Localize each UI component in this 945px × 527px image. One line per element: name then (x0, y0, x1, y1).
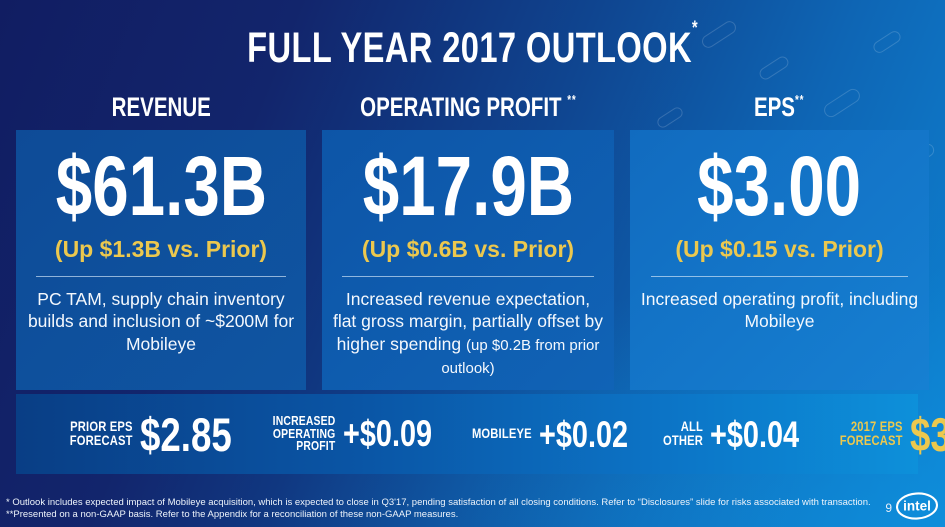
eps-bridge-item-mobileye: MOBILEYE +$0.02 (457, 416, 653, 453)
prior-eps-forecast-label: PRIOR EPS FORECAST (69, 418, 133, 448)
eps-bridge-item-prior-forecast: PRIOR EPS FORECAST $2.85 (54, 411, 257, 458)
intel-logo: intel (895, 492, 939, 520)
eps-bridge-bar: PRIOR EPS FORECAST $2.85 INCREASED OPERA… (16, 394, 945, 474)
page-title-text: FULL YEAR 2017 OUTLOOK (247, 24, 692, 72)
mobileye-value: +$0.02 (538, 413, 628, 455)
page-number: 9 (885, 501, 892, 515)
eps-value: $3.00 (697, 139, 862, 233)
all-other-label: ALL OTHER (662, 418, 703, 448)
divider (650, 275, 909, 277)
eps-description: Increased operating profit, including Mo… (640, 288, 919, 332)
column-headers: REVENUE OPERATING PROFIT ** EPS** (16, 92, 929, 123)
increased-operating-profit-label: INCREASED OPERATING PROFIT (272, 412, 336, 454)
slide-title-row: FULL YEAR 2017 OUTLOOK* (0, 18, 945, 73)
increased-operating-profit-value: +$0.09 (342, 413, 432, 455)
header-revenue: REVENUE (111, 92, 211, 122)
title-footnote-marker: * (691, 18, 698, 39)
footnote-outlook: * Outlook includes expected impact of Mo… (6, 496, 871, 508)
divider (342, 275, 594, 277)
operating-profit-value: $17.9B (362, 139, 574, 233)
page-title: FULL YEAR 2017 OUTLOOK* (247, 18, 698, 73)
intel-logo-text: intel (903, 499, 931, 514)
mobileye-label: MOBILEYE (471, 425, 532, 442)
eps-delta: (Up $0.15 vs. Prior) (675, 235, 884, 262)
all-other-value: +$0.04 (709, 413, 799, 455)
revenue-description: PC TAM, supply chain inventory builds an… (27, 288, 295, 355)
footnotes: * Outlook includes expected impact of Mo… (6, 497, 871, 522)
eps-bridge-item-2017-forecast: 2017 EPS FORECAST $3.00 (824, 411, 945, 458)
outlook-cards: $61.3B (Up $1.3B vs. Prior) PC TAM, supp… (16, 130, 929, 390)
header-operating-profit: OPERATING PROFIT ** (359, 92, 577, 122)
revenue-delta: (Up $1.3B vs. Prior) (54, 235, 268, 262)
footnote-non-gaap: **Presented on a non-GAAP basis. Refer t… (6, 509, 459, 521)
operating-profit-delta: (Up $0.6B vs. Prior) (361, 235, 575, 262)
prior-eps-forecast-value: $2.85 (139, 407, 232, 461)
forecast-2017-eps-label: 2017 EPS FORECAST (839, 418, 903, 448)
eps-bridge-item-increased-operating-profit: INCREASED OPERATING PROFIT +$0.09 (257, 412, 457, 455)
divider (36, 275, 286, 277)
card-revenue: $61.3B (Up $1.3B vs. Prior) PC TAM, supp… (16, 130, 306, 390)
card-eps: $3.00 (Up $0.15 vs. Prior) Increased ope… (630, 130, 929, 390)
card-operating-profit: $17.9B (Up $0.6B vs. Prior) Increased re… (322, 130, 614, 390)
forecast-2017-eps-value: $3.00 (909, 407, 945, 461)
header-eps: EPS** (754, 92, 805, 122)
revenue-value: $61.3B (55, 139, 267, 233)
eps-bridge-item-all-other: ALL OTHER +$0.04 (653, 416, 824, 453)
operating-profit-description: Increased revenue expectation, flat gros… (332, 288, 604, 377)
